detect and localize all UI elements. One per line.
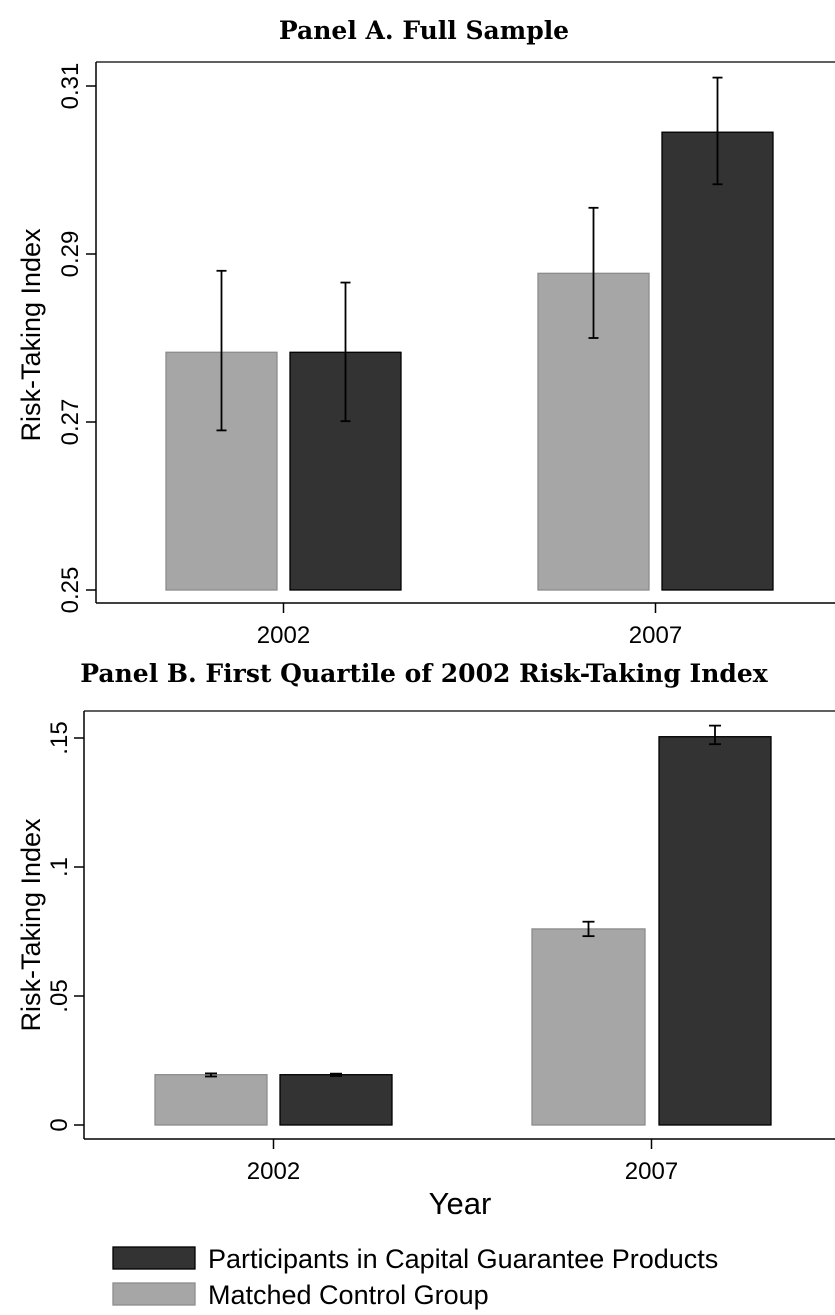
y-tick-label: 0.27	[57, 399, 84, 446]
y-tick-label: 0.29	[57, 231, 84, 278]
panel-b: Panel B. First Quartile of 2002 Risk-Tak…	[16, 659, 835, 1221]
panel-a-y-ticks: 0.25 0.27 0.29 0.31	[57, 63, 96, 614]
bar-control-2002	[154, 1074, 268, 1126]
x-tick-label-2002: 2002	[247, 1158, 300, 1185]
panel-b-title: Panel B. First Quartile of 2002 Risk-Tak…	[80, 659, 769, 688]
legend-participants-swatch	[112, 1246, 196, 1270]
bar-control-2007	[531, 928, 646, 1126]
panel-b-error-bars	[205, 724, 721, 1078]
panel-a: Panel A. Full Sample Risk-Taking Index 0…	[16, 16, 835, 649]
panel-a-y-axis-label: Risk-Taking Index	[16, 228, 46, 442]
y-tick-label: .05	[46, 979, 73, 1012]
x-tick-label-2007: 2007	[629, 622, 682, 649]
y-tick-label: 0.25	[57, 567, 84, 614]
panel-b-y-ticks: 0 .05 .1 .15	[46, 721, 84, 1132]
panel-a-bars	[165, 131, 774, 591]
x-tick-label-2002: 2002	[257, 622, 310, 649]
panel-b-bars	[154, 736, 772, 1126]
y-tick-label: 0	[46, 1118, 73, 1131]
legend-control-label: Matched Control Group	[208, 1280, 489, 1310]
legend-participants-label: Participants in Capital Guarantee Produc…	[208, 1244, 718, 1274]
y-tick-label: .1	[46, 857, 73, 877]
legend: Participants in Capital Guarantee Produc…	[112, 1244, 718, 1310]
panel-b-y-axis-label: Risk-Taking Index	[16, 818, 46, 1032]
panel-a-error-bars	[216, 76, 723, 432]
panel-a-title: Panel A. Full Sample	[279, 16, 569, 45]
bar-participants-2007	[658, 736, 772, 1126]
panel-a-x-ticks: 2002 2007	[257, 603, 682, 649]
y-tick-label: .15	[46, 721, 73, 754]
panel-b-x-axis-label: Year	[429, 1186, 492, 1221]
x-tick-label-2007: 2007	[625, 1158, 678, 1185]
bar-participants-2007	[661, 131, 774, 591]
bar-participants-2002	[279, 1074, 393, 1126]
legend-control-swatch	[112, 1282, 196, 1306]
panel-b-x-ticks: 2002 2007	[247, 1139, 678, 1185]
y-tick-label: 0.31	[57, 63, 84, 110]
